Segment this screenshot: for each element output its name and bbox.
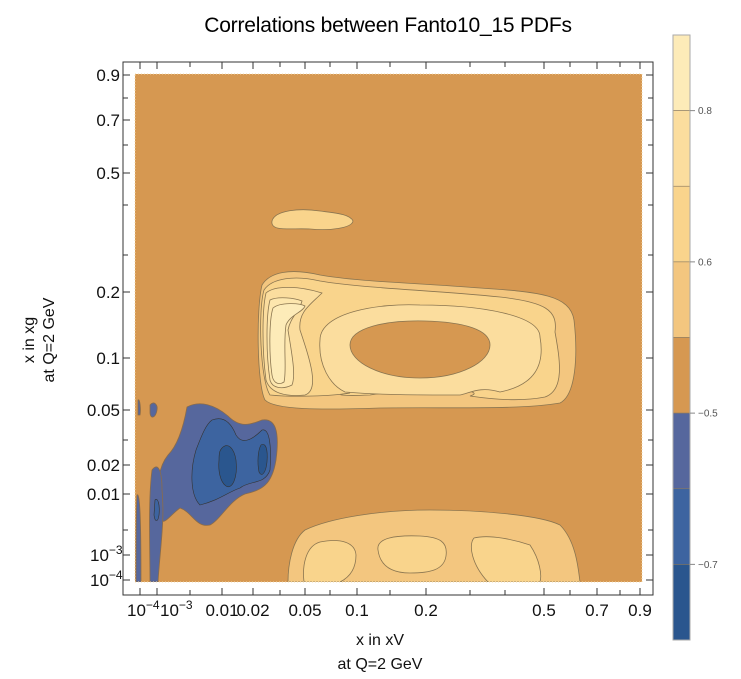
y-tick-labels: 0.9 0.7 0.5 0.2 0.1 0.05 0.02 0.01 10−3 10−4 xyxy=(87,66,123,590)
x-tick-label: 10−4 xyxy=(127,598,160,620)
x-tick-label: 0.02 xyxy=(236,601,269,620)
legend-label: −0.5 xyxy=(698,409,718,420)
contour-island-top xyxy=(271,209,354,230)
contour-negative-core-1 xyxy=(218,445,237,488)
legend-band xyxy=(672,337,691,414)
contour-negative-dot-2 xyxy=(137,399,141,416)
x-tick-label: 0.5 xyxy=(532,601,556,620)
y-tick-label: 0.01 xyxy=(87,485,120,504)
contour-negative-core-2 xyxy=(257,444,268,475)
legend-frame xyxy=(672,34,691,641)
legend-band xyxy=(672,185,691,263)
y-tick-label: 0.05 xyxy=(87,401,120,420)
x-axis-label-main: x in xV xyxy=(355,632,404,649)
chart-title: Correlations between Fanto10_15 PDFs xyxy=(204,14,572,37)
y-tick-label: 10−3 xyxy=(90,543,123,565)
contour-band-bottom-lobe-3 xyxy=(471,536,542,582)
x-axis-label-sub: at Q=2 GeV xyxy=(337,656,423,673)
legend-band xyxy=(672,34,691,111)
x-tick-label: 0.9 xyxy=(628,601,652,620)
y-tick-label: 10−4 xyxy=(90,568,123,590)
legend-band xyxy=(672,110,691,187)
y-axis-label-main: x in xg xyxy=(21,316,38,364)
legend-band xyxy=(672,261,691,338)
y-tick-label: 0.7 xyxy=(96,111,120,130)
contour-band-bottom-lobe-1 xyxy=(303,540,357,582)
y-tick-label: 0.1 xyxy=(96,349,120,368)
y-axis-label-sub: at Q=2 GeV xyxy=(41,297,58,383)
x-tick-label: 0.01 xyxy=(205,601,238,620)
contour-layer xyxy=(135,209,581,582)
legend-band xyxy=(672,412,691,490)
y-axis-label: x in xg at Q=2 GeV xyxy=(20,270,60,410)
y-tick-label: 0.02 xyxy=(87,456,120,475)
x-tick-labels: 10−4 10−3 0.010.02 0.05 0.1 0.2 0.5 0.7 0.9 xyxy=(127,598,652,620)
y-tick-label: 0.9 xyxy=(96,66,120,85)
x-tick-label: 0.2 xyxy=(414,601,438,620)
contour-ring-hole xyxy=(349,320,491,379)
x-tick-label: 0.7 xyxy=(585,601,609,620)
contour-negative-sliver xyxy=(135,494,142,582)
legend-band xyxy=(672,488,691,565)
y-tick-label: 0.5 xyxy=(96,164,120,183)
legend-label: −0.7 xyxy=(698,560,718,571)
y-tick-label: 0.2 xyxy=(96,283,120,302)
x-tick-label: 10−3 xyxy=(160,598,193,620)
x-axis-label: x in xV at Q=2 GeV xyxy=(110,629,650,677)
color-legend: 0.8 0.6 −0.5 −0.7 xyxy=(672,34,718,641)
plot-area-border xyxy=(134,73,643,583)
contour-negative-dot-1 xyxy=(149,402,158,418)
contour-band-bottom-lobe-2 xyxy=(377,535,447,574)
legend-label: 0.6 xyxy=(698,257,712,268)
x-tick-label: 0.1 xyxy=(345,601,369,620)
contour-negative-core-3 xyxy=(153,499,160,521)
contour-peak-left-3 xyxy=(269,303,306,384)
contour-negative-low xyxy=(149,466,164,582)
axis-ticks xyxy=(123,62,653,595)
legend-label: 0.8 xyxy=(698,106,712,117)
legend-band xyxy=(672,564,691,641)
x-tick-label: 0.05 xyxy=(288,601,321,620)
